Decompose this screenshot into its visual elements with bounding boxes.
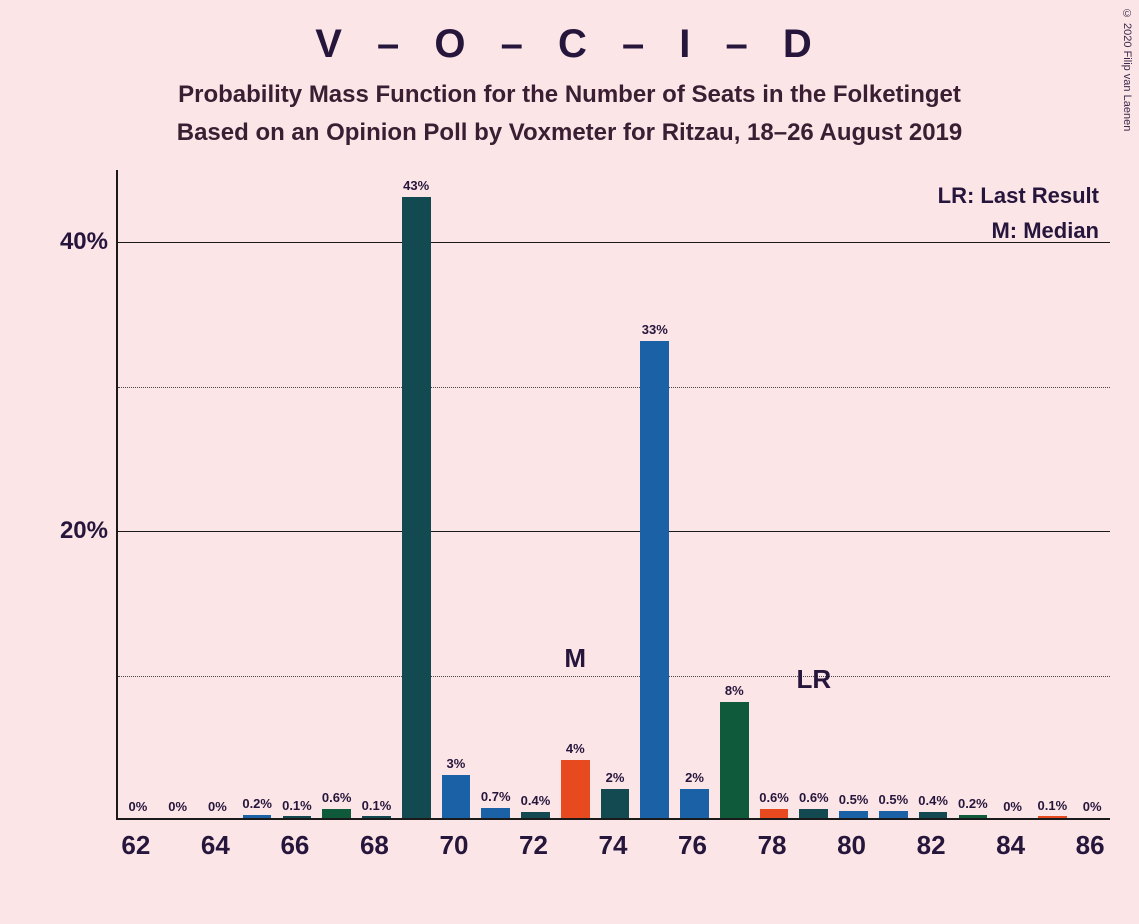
- annotation-m: M: [564, 643, 586, 674]
- bar-value-label: 0%: [208, 799, 227, 814]
- gridline: [118, 387, 1110, 388]
- x-tick-label: 68: [360, 830, 389, 861]
- bar-value-label: 8%: [725, 683, 744, 698]
- bar-value-label: 0%: [128, 799, 147, 814]
- bar: [680, 789, 709, 818]
- bar-value-label: 43%: [403, 178, 429, 193]
- bar: [362, 816, 391, 818]
- bar: [799, 809, 828, 818]
- bar-value-label: 0%: [168, 799, 187, 814]
- bar: [919, 812, 948, 818]
- bar-value-label: 3%: [447, 756, 466, 771]
- bar: [283, 816, 312, 818]
- chart-title: V – O – C – I – D: [0, 0, 1139, 67]
- bar: [561, 760, 590, 818]
- bar-value-label: 0.1%: [1038, 798, 1068, 813]
- bar: [442, 775, 471, 818]
- x-tick-label: 78: [758, 830, 787, 861]
- bar: [402, 197, 431, 818]
- x-tick-label: 66: [280, 830, 309, 861]
- gridline: [118, 242, 1110, 243]
- bar-value-label: 0.1%: [282, 798, 312, 813]
- x-tick-label: 70: [439, 830, 468, 861]
- copyright-text: © 2020 Filip van Laenen: [1121, 8, 1133, 131]
- y-tick-label: 20%: [60, 517, 108, 545]
- bar-value-label: 4%: [566, 741, 585, 756]
- bar-value-label: 2%: [685, 770, 704, 785]
- bar-value-label: 0.7%: [481, 789, 511, 804]
- bar-value-label: 0.5%: [878, 792, 908, 807]
- bar-value-label: 0%: [1003, 799, 1022, 814]
- bar: [481, 808, 510, 818]
- bar: [601, 789, 630, 818]
- bar-value-label: 0.2%: [242, 796, 272, 811]
- x-tick-label: 64: [201, 830, 230, 861]
- bar: [720, 702, 749, 818]
- bar-value-label: 2%: [606, 770, 625, 785]
- x-tick-label: 82: [917, 830, 946, 861]
- bar-value-label: 33%: [642, 322, 668, 337]
- x-tick-label: 74: [599, 830, 628, 861]
- annotation-lr: LR: [796, 664, 831, 695]
- gridline: [118, 676, 1110, 677]
- bar: [839, 811, 868, 818]
- chart-subtitle-1: Probability Mass Function for the Number…: [0, 81, 1139, 109]
- bar: [760, 809, 789, 818]
- bar-value-label: 0.1%: [362, 798, 392, 813]
- x-tick-label: 84: [996, 830, 1025, 861]
- bar-value-label: 0.6%: [759, 790, 789, 805]
- bar-value-label: 0.5%: [839, 792, 869, 807]
- x-tick-label: 76: [678, 830, 707, 861]
- bar-value-label: 0.6%: [799, 790, 829, 805]
- bar-value-label: 0.4%: [918, 793, 948, 808]
- bar: [640, 341, 669, 818]
- gridline: [118, 531, 1110, 532]
- x-tick-label: 62: [121, 830, 150, 861]
- plot-area: 0% 0% 0% 0.2% 0.1% 0.6% 0.1% 43% 3% 0.7% 0.4% 4% 2% 3…: [116, 170, 1110, 820]
- bar: [1038, 816, 1067, 818]
- y-tick-label: 40%: [60, 228, 108, 256]
- x-axis: 62 64 66 68 70 72 74 76 78 80 82 84 86: [116, 830, 1110, 870]
- chart-area: 0% 0% 0% 0.2% 0.1% 0.6% 0.1% 43% 3% 0.7% 0.4% 4% 2% 3…: [30, 170, 1110, 870]
- bar: [322, 809, 351, 818]
- x-tick-label: 72: [519, 830, 548, 861]
- bar-value-label: 0.4%: [521, 793, 551, 808]
- bar: [879, 811, 908, 818]
- bar-value-label: 0%: [1083, 799, 1102, 814]
- bar: [959, 815, 988, 818]
- bar: [521, 812, 550, 818]
- bar-value-label: 0.2%: [958, 796, 988, 811]
- bar: [243, 815, 272, 818]
- x-tick-label: 86: [1076, 830, 1105, 861]
- x-tick-label: 80: [837, 830, 866, 861]
- chart-subtitle-2: Based on an Opinion Poll by Voxmeter for…: [0, 119, 1139, 147]
- bar-value-label: 0.6%: [322, 790, 352, 805]
